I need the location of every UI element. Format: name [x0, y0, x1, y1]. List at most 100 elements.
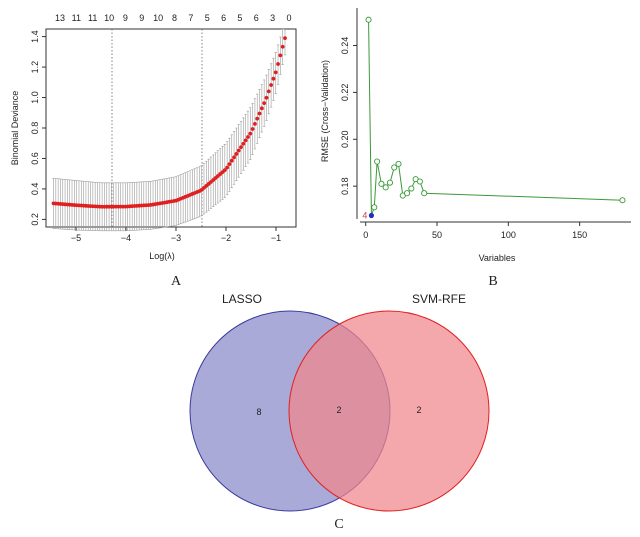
deviance-point [236, 148, 241, 153]
top-axis-label: 10 [153, 13, 163, 23]
deviance-point [246, 135, 250, 139]
rmse-point [365, 16, 372, 23]
panel-c-venn: LASSO SVM-RFE 8 2 2 C [189, 292, 490, 532]
optimum-label: 4 [362, 210, 367, 220]
y-tick-label: 0.8 [30, 122, 40, 135]
venn-count-lasso-only: 8 [256, 407, 261, 417]
panel-label-c: C [334, 517, 343, 532]
y-tick-label: 0.20 [340, 131, 350, 149]
top-axis-labels: 13 11 11 10 9 9 10 8 7 5 6 5 6 3 0 [55, 13, 292, 23]
rmse-point [404, 190, 411, 197]
top-axis-label: 0 [286, 13, 291, 23]
x-tick-label: 150 [572, 230, 587, 240]
panel-label-a: A [171, 274, 182, 289]
y-tick-label: 1.2 [30, 61, 40, 74]
deviance-point [266, 89, 271, 94]
deviance-point [234, 152, 239, 156]
deviance-point [232, 155, 236, 160]
venn-count-intersection: 2 [336, 405, 341, 415]
deviance-point [243, 138, 248, 143]
x-tick-label: 100 [501, 230, 516, 240]
deviance-point [273, 70, 278, 75]
y-axis-label: Binomial Deviance [10, 91, 20, 166]
deviance-points [51, 36, 287, 209]
y-tick-label: 1.0 [30, 91, 40, 104]
x-tick-label: 0 [363, 230, 368, 240]
deviance-point [280, 44, 285, 49]
x-tick-label: −1 [271, 233, 281, 243]
deviance-point [257, 111, 262, 116]
venn-circle-svm-rfe [288, 310, 490, 512]
deviance-point [229, 158, 234, 163]
rmse-point [382, 184, 389, 191]
x-tick-label: −2 [221, 233, 231, 243]
deviance-point [271, 76, 276, 81]
x-tick-label: −5 [71, 233, 81, 243]
y-tick-label: 0.4 [30, 183, 40, 196]
top-axis-label: 6 [221, 13, 226, 23]
x-tick-label: 50 [432, 230, 442, 240]
rmse-point [416, 178, 423, 185]
deviance-point [262, 101, 267, 106]
y-ticks: 0.2 0.4 0.6 0.8 1.0 1.2 1.4 [30, 30, 46, 226]
top-axis-label: 9 [139, 13, 144, 23]
deviance-point [248, 131, 253, 136]
venn-count-svm-only: 2 [416, 405, 421, 415]
deviance-point [227, 162, 232, 166]
x-ticks: 0 50 100 150 [363, 222, 587, 240]
y-ticks: 0.18 0.20 0.22 0.24 [340, 37, 357, 195]
deviance-point [255, 116, 260, 121]
x-axis-label: Log(λ) [149, 251, 175, 261]
deviance-point [225, 165, 230, 170]
top-axis-label: 5 [237, 13, 242, 23]
deviance-point [283, 36, 287, 41]
deviance-point [250, 127, 255, 131]
rmse-point [391, 164, 398, 171]
top-axis-label: 11 [72, 13, 81, 23]
panel-a-lasso: 13 11 11 10 9 9 10 8 7 5 6 5 6 3 0 −5 −4 −3 −2 −1 0.2 0.4 0.… [10, 13, 297, 289]
rmse-point [374, 158, 381, 165]
deviance-point [253, 121, 257, 126]
optimum-point [368, 212, 375, 219]
deviance-point [222, 168, 227, 173]
venn-label-lasso: LASSO [222, 292, 262, 306]
rmse-point [619, 197, 626, 204]
top-axis-label: 10 [104, 13, 114, 23]
y-tick-label: 0.22 [340, 84, 350, 102]
y-tick-label: 0.24 [340, 37, 350, 55]
panel-label-b: B [488, 274, 497, 289]
rmse-point [386, 179, 394, 186]
rmse-point [408, 185, 415, 192]
x-axis-label: Variables [479, 253, 516, 263]
y-tick-label: 0.6 [30, 152, 40, 165]
venn-label-svm-rfe: SVM-RFE [412, 292, 466, 306]
x-tick-label: −4 [121, 233, 131, 243]
top-axis-label: 5 [205, 13, 210, 23]
rmse-point [421, 190, 428, 197]
panel-b-svm-rfe: 0 50 100 150 0.18 0.20 0.22 0.24 4 Variables R… [320, 8, 631, 289]
top-axis-label: 7 [188, 13, 193, 23]
deviance-point [264, 95, 269, 100]
rmse-line [368, 19, 623, 216]
deviance-point [278, 53, 283, 58]
rmse-points [365, 16, 626, 211]
deviance-point [276, 62, 280, 66]
top-axis-label: 11 [88, 13, 97, 23]
y-tick-label: 0.2 [30, 213, 40, 226]
x-tick-label: −3 [171, 233, 181, 243]
top-axis-label: 8 [172, 13, 177, 23]
top-axis-label: 13 [55, 13, 65, 23]
rmse-point [371, 204, 378, 211]
y-axis-label: RMSE (Cross−Validation) [320, 60, 330, 162]
rmse-point [378, 180, 385, 187]
deviance-point [239, 145, 243, 150]
rmse-point [395, 160, 402, 167]
y-tick-label: 0.18 [340, 177, 350, 195]
deviance-point [269, 83, 274, 87]
top-axis-label: 3 [270, 13, 275, 23]
top-axis-label: 6 [254, 13, 259, 23]
deviance-point [241, 141, 246, 146]
lambda-reference-lines [111, 29, 203, 227]
top-axis-label: 9 [123, 13, 128, 23]
